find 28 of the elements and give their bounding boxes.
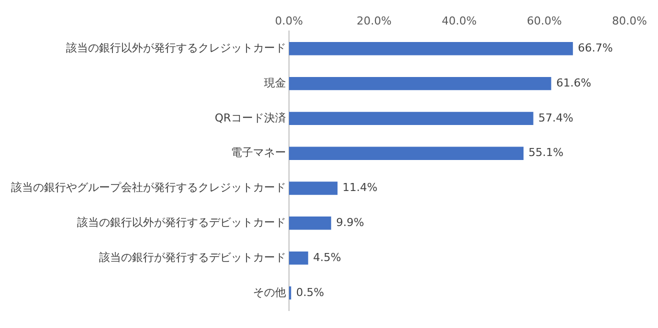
data-label: 0.5% bbox=[296, 286, 324, 299]
bar bbox=[289, 146, 524, 160]
bar bbox=[289, 42, 573, 56]
x-tick-label: 40.0% bbox=[442, 14, 477, 28]
y-tick-label: 該当の銀行やグループ会社が発行するクレジットカード bbox=[11, 181, 286, 194]
y-tick-label: 現金 bbox=[264, 76, 286, 90]
x-tick-label: 80.0% bbox=[612, 14, 648, 28]
y-tick-label: 該当の銀行以外が発行するデビットカード bbox=[77, 216, 286, 230]
bar bbox=[289, 216, 332, 230]
bar bbox=[289, 182, 338, 195]
x-tick-label: 0.0% bbox=[275, 14, 303, 28]
data-label: 11.4% bbox=[342, 181, 378, 194]
data-label: 57.4% bbox=[538, 111, 574, 124]
bar bbox=[289, 76, 552, 90]
y-tick-label: 該当の銀行以外が発行するクレジットカード bbox=[66, 42, 286, 55]
data-label: 55.1% bbox=[528, 146, 564, 160]
y-tick-label: QRコード決済 bbox=[214, 111, 286, 124]
bar bbox=[289, 112, 534, 126]
data-label: 61.6% bbox=[556, 76, 592, 90]
y-tick-label: その他 bbox=[253, 286, 286, 299]
data-label: 9.9% bbox=[336, 216, 364, 230]
x-tick-label: 60.0% bbox=[526, 14, 562, 28]
y-tick-label: 該当の銀行が発行するデビットカード bbox=[99, 250, 286, 264]
data-label: 66.7% bbox=[578, 42, 613, 55]
bar bbox=[289, 251, 308, 265]
y-tick-label: 電子マネー bbox=[231, 146, 286, 160]
data-label: 4.5% bbox=[313, 250, 342, 264]
x-tick-label: 20.0% bbox=[356, 14, 392, 28]
